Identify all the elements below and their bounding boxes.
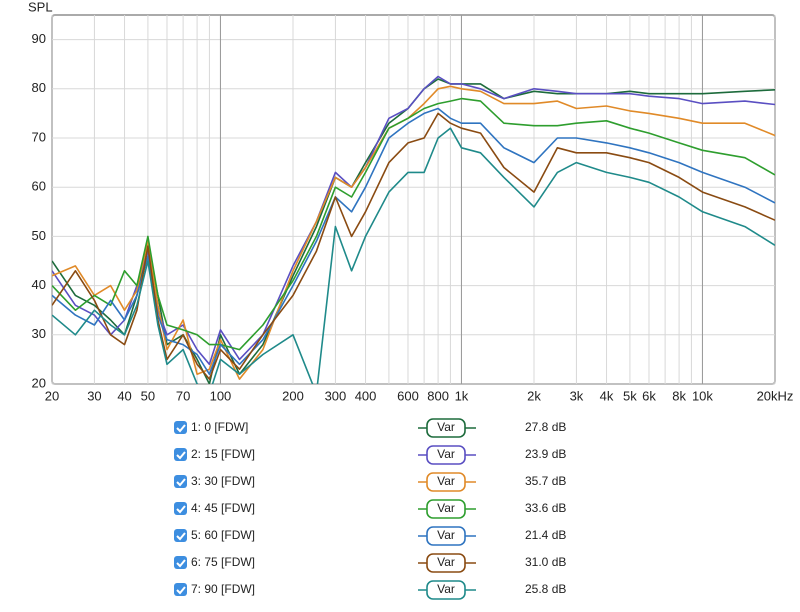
x-tick-label: 800 <box>427 388 449 403</box>
var-button-label: Var <box>437 582 455 596</box>
x-tick-label: 50 <box>141 388 155 403</box>
x-tick-label: 30 <box>87 388 101 403</box>
legend-label: 7: 90 [FDW] <box>191 582 255 596</box>
y-axis-label: SPL <box>28 0 53 14</box>
series-line <box>52 85 775 380</box>
y-tick-label: 80 <box>32 80 46 95</box>
x-tick-label: 5k <box>623 388 637 403</box>
checkmark <box>176 451 186 460</box>
x-tick-label: 10k <box>692 388 713 403</box>
checkmark <box>176 586 186 595</box>
x-tick-label: 3k <box>570 388 584 403</box>
level-value: 33.6 dB <box>525 501 566 515</box>
y-tick-label: 20 <box>32 375 46 390</box>
series-line <box>52 107 775 375</box>
x-tick-label: 100 <box>210 388 232 403</box>
x-tick-label: 8k <box>672 388 686 403</box>
x-tick-label: 20 <box>45 388 59 403</box>
legend-label: 1: 0 [FDW] <box>191 420 248 434</box>
var-button[interactable] <box>426 499 466 519</box>
level-value: 27.8 dB <box>525 420 566 434</box>
x-tick-label: 20kHz <box>757 388 794 403</box>
y-tick-label: 70 <box>32 129 46 144</box>
series-line <box>52 112 775 380</box>
var-button-label: Var <box>437 474 455 488</box>
checkmark <box>176 424 186 433</box>
checkbox[interactable] <box>174 475 187 488</box>
level-value: 23.9 dB <box>525 447 566 461</box>
var-button-label: Var <box>437 528 455 542</box>
y-tick-label: 60 <box>32 179 46 194</box>
checkbox[interactable] <box>174 448 187 461</box>
checkmark <box>176 532 186 541</box>
legend-label: 6: 75 [FDW] <box>191 555 255 569</box>
checkbox[interactable] <box>174 583 187 596</box>
x-tick-label: 200 <box>282 388 304 403</box>
var-button-label: Var <box>437 420 455 434</box>
var-button[interactable] <box>426 580 466 600</box>
x-tick-label: 400 <box>355 388 377 403</box>
var-button[interactable] <box>426 553 466 573</box>
legend-label: 4: 45 [FDW] <box>191 501 255 515</box>
legend-label: 2: 15 [FDW] <box>191 447 255 461</box>
x-tick-label: 4k <box>600 388 614 403</box>
x-tick-label: 300 <box>325 388 347 403</box>
y-tick-label: 30 <box>32 326 46 341</box>
x-tick-label: 1k <box>455 388 469 403</box>
x-tick-label: 6k <box>642 388 656 403</box>
checkmark <box>176 559 186 568</box>
level-value: 35.7 dB <box>525 474 566 488</box>
checkbox[interactable] <box>174 502 187 515</box>
var-button[interactable] <box>426 445 466 465</box>
var-button-label: Var <box>437 501 455 515</box>
y-tick-label: 50 <box>32 228 46 243</box>
var-button-label: Var <box>437 447 455 461</box>
checkmark <box>176 505 186 514</box>
y-tick-label: 40 <box>32 277 46 292</box>
checkbox[interactable] <box>174 529 187 542</box>
var-button[interactable] <box>426 526 466 546</box>
series-line <box>52 97 775 351</box>
checkmark <box>176 478 186 487</box>
legend-label: 5: 60 [FDW] <box>191 528 255 542</box>
legend-label: 3: 30 [FDW] <box>191 474 255 488</box>
y-tick-label: 90 <box>32 31 46 46</box>
checkbox[interactable] <box>174 556 187 569</box>
x-tick-label: 600 <box>397 388 419 403</box>
x-tick-label: 70 <box>176 388 190 403</box>
x-tick-label: 2k <box>527 388 541 403</box>
checkbox[interactable] <box>174 421 187 434</box>
series-line <box>52 127 775 384</box>
var-button[interactable] <box>426 472 466 492</box>
var-button-label: Var <box>437 555 455 569</box>
var-button[interactable] <box>426 418 466 438</box>
level-value: 25.8 dB <box>525 582 566 596</box>
level-value: 31.0 dB <box>525 555 566 569</box>
level-value: 21.4 dB <box>525 528 566 542</box>
x-tick-label: 40 <box>117 388 131 403</box>
